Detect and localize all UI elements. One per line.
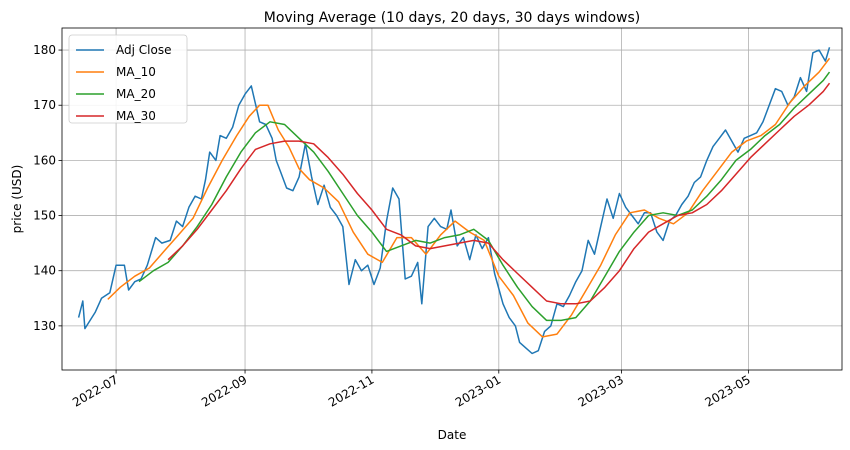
legend-box	[68, 34, 188, 124]
y-tick-label: 140	[33, 264, 56, 278]
chart-title: Moving Average (10 days, 20 days, 30 day…	[264, 10, 640, 26]
x-axis-label: Date	[438, 428, 467, 442]
legend-label: Adj Close	[116, 43, 171, 57]
series-line-ma-20	[138, 71, 831, 322]
series-line-adj-close	[77, 47, 831, 355]
plot-frame	[61, 27, 843, 371]
y-axis-label: price (USD)	[10, 165, 24, 234]
y-tick-label: 150	[33, 209, 56, 223]
y-tick-label: 180	[33, 43, 56, 57]
series-line-ma-30	[167, 82, 831, 305]
legend: Adj Close MA_10 MA_20 MA_30	[68, 34, 188, 124]
legend-label: MA_20	[116, 87, 156, 101]
y-tick-label: 170	[33, 98, 56, 112]
y-tick-label: 130	[33, 319, 56, 333]
series-lines	[77, 47, 831, 355]
y-tick-label: 160	[33, 153, 56, 167]
legend-items: Adj Close MA_10 MA_20 MA_30	[76, 43, 171, 123]
series-line-ma-10	[107, 57, 831, 338]
legend-label: MA_10	[116, 65, 156, 79]
legend-label: MA_30	[116, 109, 156, 123]
